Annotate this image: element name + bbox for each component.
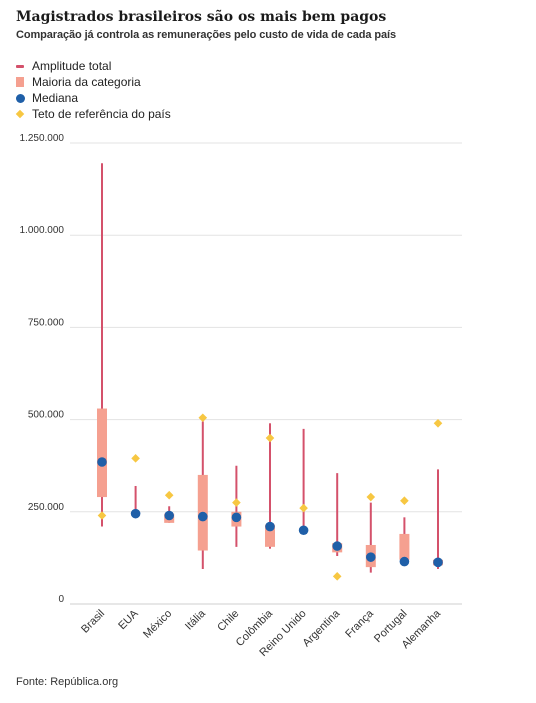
legend-item-range: Amplitude total: [16, 58, 171, 74]
median-dot: [366, 552, 376, 562]
median-dot: [332, 541, 343, 551]
reference-cap-diamond: [366, 492, 376, 502]
legend-item-median: Mediana: [16, 90, 171, 106]
chart-title: Magistrados brasileiros são os mais bem …: [16, 9, 387, 25]
legend-item-cap: Teto de referência do país: [15, 106, 171, 122]
median-dot: [433, 557, 443, 568]
reference-cap-diamond: [198, 413, 208, 423]
x-tick-label: França: [343, 607, 376, 640]
chart-subtitle: Comparação já controla as remunerações p…: [16, 29, 396, 41]
dot-icon: [16, 93, 25, 103]
reference-cap-diamond: [131, 454, 140, 463]
x-tick-label: Itália: [183, 607, 209, 633]
median-dot: [130, 508, 141, 519]
x-tick-label: Chile: [215, 608, 241, 634]
reference-cap-diamond: [433, 418, 443, 428]
x-tick-label: Argentina: [301, 607, 343, 649]
legend-label: Maioria da categoria: [32, 75, 141, 89]
source-note: Fonte: República.org: [16, 676, 119, 688]
x-tick-label: EUA: [116, 607, 141, 632]
reference-cap-diamond: [164, 490, 174, 500]
median-dot: [198, 511, 208, 522]
x-tick-label: México: [141, 608, 174, 641]
y-tick-label: 500.000: [28, 410, 65, 421]
median-dot: [97, 457, 107, 467]
median-dot: [164, 510, 174, 521]
reference-cap-diamond: [332, 572, 342, 581]
iqr-box: [97, 408, 107, 498]
median-dot: [231, 512, 242, 523]
median-dot: [399, 556, 410, 567]
y-tick-label: 750.000: [28, 317, 65, 328]
reference-cap-diamond: [265, 433, 275, 443]
iqr-box: [265, 524, 275, 547]
legend-label: Teto de referência do país: [32, 107, 171, 121]
x-tick-label: Brasil: [79, 608, 107, 636]
reference-cap-diamond: [232, 498, 241, 507]
iqr-box: [399, 533, 410, 560]
legend: Amplitude total Maioria da categoria Med…: [15, 58, 171, 122]
median-dot: [298, 525, 309, 536]
box-swatch-icon: [16, 77, 24, 87]
y-tick-label: 1.250.000: [20, 133, 65, 144]
legend-label: Mediana: [32, 91, 79, 105]
legend-label: Amplitude total: [32, 59, 112, 73]
reference-cap-diamond: [299, 503, 308, 513]
range-line-icon: [16, 64, 24, 68]
reference-cap-diamond: [97, 511, 107, 520]
y-tick-label: 0: [58, 594, 64, 605]
median-dot: [265, 521, 275, 532]
reference-cap-diamond: [400, 496, 409, 506]
y-tick-label: 1.000.000: [20, 225, 65, 236]
legend-item-box: Maioria da categoria: [16, 74, 171, 90]
y-tick-label: 250.000: [28, 502, 65, 513]
